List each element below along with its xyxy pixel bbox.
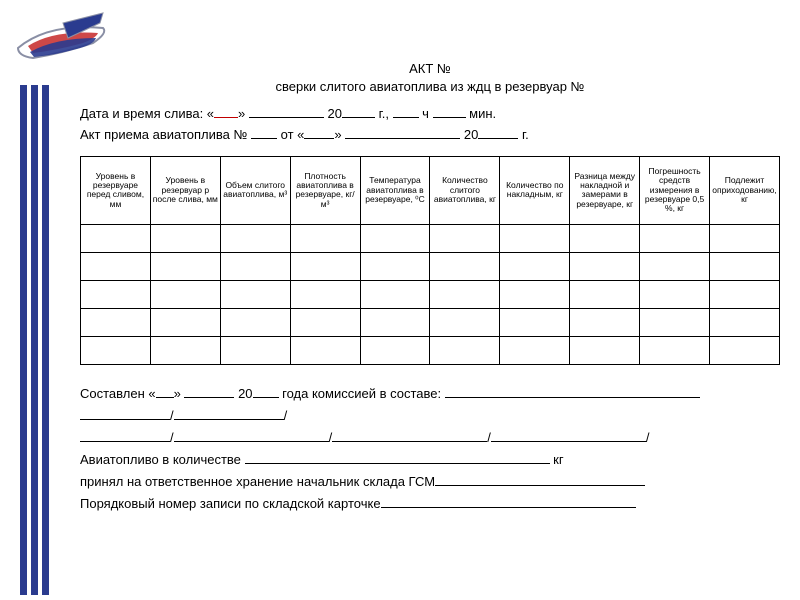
- text: 20: [234, 386, 252, 401]
- table-body: [81, 224, 780, 364]
- blank: [249, 117, 324, 118]
- blank: [253, 397, 279, 398]
- table-row: [81, 224, 780, 252]
- blank: [214, 117, 238, 118]
- title-line-2: сверки слитого авиатоплива из ждц в резе…: [80, 78, 780, 96]
- col-header: Температура авиатоплива в резервуаре, ⁰С: [360, 156, 430, 224]
- blank: [332, 441, 487, 442]
- footer-line-4: Авиатопливо в количестве кг: [80, 449, 780, 471]
- text: /: [170, 408, 174, 423]
- footer-line-5: принял на ответственное хранение начальн…: [80, 471, 780, 493]
- text: /: [170, 430, 174, 445]
- table-row: [81, 336, 780, 364]
- title-line-1: АКТ №: [80, 60, 780, 78]
- text: мин.: [466, 106, 497, 121]
- col-header: Уровень в резервуаре перед сливом, мм: [81, 156, 151, 224]
- text: Дата и время слива: «: [80, 106, 214, 121]
- col-header: Объем слитого авиатоплива, м³: [220, 156, 290, 224]
- text: Порядковый номер записи по складской кар…: [80, 496, 381, 511]
- text: г.,: [375, 106, 393, 121]
- title-block: АКТ № сверки слитого авиатоплива из ждц …: [80, 60, 780, 96]
- blank: [478, 138, 518, 139]
- col-header: Количество по накладным, кг: [500, 156, 570, 224]
- text: »: [334, 127, 345, 142]
- blank: [80, 441, 170, 442]
- blank: [393, 117, 419, 118]
- text: »: [174, 386, 185, 401]
- footer-line-6: Порядковый номер записи по складской кар…: [80, 493, 780, 515]
- text: 20: [324, 106, 342, 121]
- blank: [174, 441, 329, 442]
- footer-lines: Составлен « » 20 года комиссией в составе…: [80, 383, 780, 516]
- blank: [381, 507, 636, 508]
- blank: [435, 485, 645, 486]
- table-header-row: Уровень в резервуаре перед сливом, мм Ур…: [81, 156, 780, 224]
- blank: [445, 397, 700, 398]
- text: Авиатопливо в количестве: [80, 452, 245, 467]
- col-header: Подлежит оприходованию, кг: [710, 156, 780, 224]
- blank: [304, 138, 334, 139]
- footer-line-1: Составлен « » 20 года комиссией в составе…: [80, 383, 780, 405]
- blank: [184, 397, 234, 398]
- side-stripes: [20, 85, 50, 595]
- text: кг: [550, 452, 564, 467]
- table-row: [81, 308, 780, 336]
- table-row: [81, 280, 780, 308]
- text: »: [238, 106, 249, 121]
- blank: [342, 117, 375, 118]
- blank: [174, 419, 284, 420]
- text: ч: [419, 106, 433, 121]
- text: 20: [460, 127, 478, 142]
- col-header: Уровень в резервуар р после слива, мм: [150, 156, 220, 224]
- blank: [156, 397, 174, 398]
- text: /: [487, 430, 491, 445]
- blank: [80, 419, 170, 420]
- col-header: Плотность авиатоплива в резервуаре, кг/м…: [290, 156, 360, 224]
- text: /: [329, 430, 333, 445]
- text: /: [284, 408, 288, 423]
- blank: [433, 117, 466, 118]
- text: г.: [518, 127, 528, 142]
- meta-line-2: Акт приема авиатоплива № от « » 20 г.: [80, 125, 780, 146]
- meta-line-1: Дата и время слива: « » 20 г., ч мин.: [80, 104, 780, 125]
- blank: [345, 138, 460, 139]
- table-row: [81, 252, 780, 280]
- text: от «: [277, 127, 304, 142]
- blank: [245, 463, 550, 464]
- text: Акт приема авиатоплива №: [80, 127, 251, 142]
- document-content: АКТ № сверки слитого авиатоплива из ждц …: [80, 60, 780, 516]
- text: Составлен «: [80, 386, 156, 401]
- col-header: Разница между накладной и замерами в рез…: [570, 156, 640, 224]
- fuel-table: Уровень в резервуаре перед сливом, мм Ур…: [80, 156, 780, 365]
- text: /: [646, 430, 650, 445]
- text: принял на ответственное хранение начальн…: [80, 474, 435, 489]
- footer-line-2: //: [80, 405, 780, 427]
- blank: [251, 138, 277, 139]
- footer-line-3: / / / /: [80, 427, 780, 449]
- meta-lines: Дата и время слива: « » 20 г., ч мин. Акт…: [80, 104, 780, 146]
- col-header: Количество слитого авиатоплива, кг: [430, 156, 500, 224]
- col-header: Погрешность средств измерения в резервуа…: [640, 156, 710, 224]
- blank: [491, 441, 646, 442]
- text: года комиссией в составе:: [279, 386, 445, 401]
